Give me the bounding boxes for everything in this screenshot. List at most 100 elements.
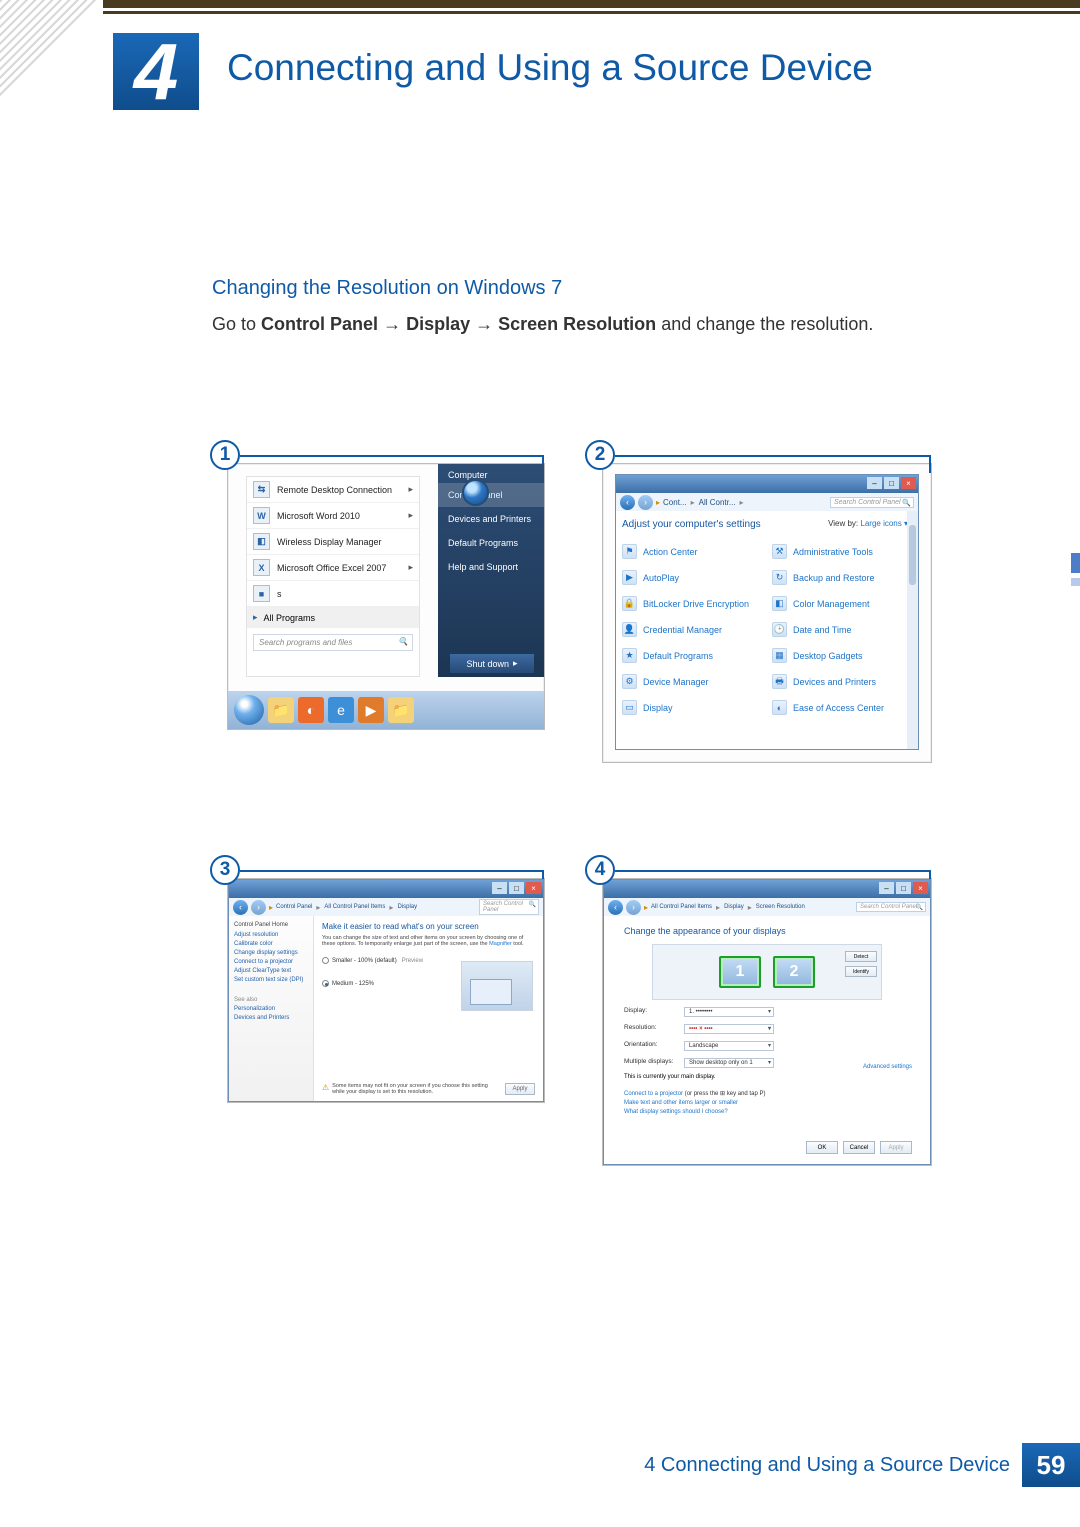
start-menu-item[interactable]: WMicrosoft Word 2010▸ (247, 503, 419, 529)
control-panel-item[interactable]: ▶AutoPlay (622, 570, 762, 585)
taskbar-shield-icon[interactable]: ▶ (358, 697, 384, 723)
start-right-item[interactable]: Control Panel (438, 483, 544, 507)
control-panel-item[interactable]: ▦Desktop Gadgets (772, 648, 912, 663)
control-panel-item[interactable]: 🖶Devices and Printers (772, 674, 912, 689)
see-also-header: See also (234, 997, 308, 1003)
address-search-input[interactable]: Search Control Panel 🔍 (479, 899, 539, 915)
display-dropdown[interactable]: 1. •••••••• (684, 1007, 774, 1017)
cp-item-icon: ▦ (772, 648, 787, 663)
minimize-button[interactable]: – (492, 882, 507, 894)
nav-fwd-icon[interactable]: › (638, 495, 653, 510)
magnifier-link[interactable]: Magnifier (489, 941, 512, 947)
start-menu-item[interactable]: ◧Wireless Display Manager (247, 529, 419, 555)
control-panel-item[interactable]: ◐Ease of Access Center (772, 700, 912, 715)
ok-button[interactable]: OK (806, 1141, 838, 1154)
display-sidebar-link[interactable]: Connect to a projector (234, 959, 308, 965)
advanced-settings-link[interactable]: Advanced settings (863, 1064, 912, 1070)
multiple-displays-dropdown[interactable]: Show desktop only on 1 (684, 1058, 774, 1068)
start-right-header[interactable]: Computer (438, 464, 544, 483)
control-panel-item[interactable]: ▭Display (622, 700, 762, 715)
page-guide-mark (1071, 553, 1080, 573)
nav-back-icon[interactable]: ‹ (620, 495, 635, 510)
nav-back-icon[interactable]: ‹ (608, 900, 623, 915)
display-sidebar-link[interactable]: Calibrate color (234, 941, 308, 947)
screenshot-panel-3: 3 – □ × ‹ › ▸ Control Panel▸ All Control… (227, 878, 545, 1103)
nav-back-icon[interactable]: ‹ (233, 900, 248, 915)
control-panel-item[interactable]: ⚑Action Center (622, 544, 762, 559)
display-sidebar-link[interactable]: Adjust resolution (234, 932, 308, 938)
minimize-button[interactable]: – (879, 882, 894, 894)
control-panel-item[interactable]: ⚙Device Manager (622, 674, 762, 689)
orientation-dropdown[interactable]: Landscape (684, 1041, 774, 1051)
close-button[interactable]: × (901, 477, 916, 489)
control-panel-item[interactable]: ⚒Administrative Tools (772, 544, 912, 559)
minimize-button[interactable]: – (867, 477, 882, 489)
search-icon: 🔍 (916, 904, 923, 911)
detect-button[interactable]: Detect (845, 951, 877, 962)
breadcrumb[interactable]: All Contr... (699, 498, 736, 507)
nav-fwd-icon[interactable]: › (626, 900, 641, 915)
instruction-step-1: Control Panel (261, 314, 378, 334)
display-sidebar-link[interactable]: Adjust ClearType text (234, 968, 308, 974)
view-by-dropdown[interactable]: Large icons ▾ (860, 519, 908, 528)
resolution-field: Resolution: •••• × •••• (624, 1024, 910, 1034)
start-right-item[interactable]: Default Programs (438, 531, 544, 555)
breadcrumb[interactable]: Display (397, 904, 417, 910)
breadcrumb[interactable]: All Control Panel Items (324, 904, 385, 910)
nav-fwd-icon[interactable]: › (251, 900, 266, 915)
scrollbar[interactable] (907, 511, 918, 749)
maximize-button[interactable]: □ (896, 882, 911, 894)
maximize-button[interactable]: □ (509, 882, 524, 894)
cp-item-label: Ease of Access Center (793, 703, 884, 713)
breadcrumb[interactable]: All Control Panel Items (651, 904, 712, 910)
breadcrumb[interactable]: Display (724, 904, 744, 910)
address-search-input[interactable]: Search Control Panel 🔍 (856, 902, 926, 912)
close-button[interactable]: × (913, 882, 928, 894)
display-sidebar-link[interactable]: Set custom text size (DPI) (234, 977, 308, 983)
taskbar-folder-icon[interactable]: 📁 (388, 697, 414, 723)
screen-resolution-body: Change the appearance of your displays 1… (604, 916, 930, 1164)
all-programs[interactable]: ▸All Programs (247, 607, 419, 628)
control-panel-item[interactable]: ↻Backup and Restore (772, 570, 912, 585)
close-button[interactable]: × (526, 882, 541, 894)
start-menu-item[interactable]: ■s (247, 581, 419, 607)
start-menu-item[interactable]: XMicrosoft Office Excel 2007▸ (247, 555, 419, 581)
maximize-button[interactable]: □ (884, 477, 899, 489)
apply-button[interactable]: Apply (505, 1083, 535, 1095)
address-search-input[interactable]: Search Control Panel 🔍 (830, 497, 914, 508)
taskbar-explorer-icon[interactable]: 📁 (268, 697, 294, 723)
control-panel-item[interactable]: ★Default Programs (622, 648, 762, 663)
start-right-item[interactable]: Devices and Printers (438, 507, 544, 531)
titlebar-4: – □ × (604, 880, 930, 898)
control-panel-item[interactable]: 🔒BitLocker Drive Encryption (622, 596, 762, 611)
start-item-label: Microsoft Office Excel 2007 (277, 563, 386, 573)
resolution-dropdown[interactable]: •••• × •••• (684, 1024, 774, 1034)
breadcrumb[interactable]: Cont... (663, 498, 687, 507)
see-also-link[interactable]: Personalization (234, 1006, 308, 1012)
cancel-button[interactable]: Cancel (843, 1141, 875, 1154)
identify-button[interactable]: Identify (845, 966, 877, 977)
instruction-text: Go to Control Panel → Display → Screen R… (212, 314, 960, 335)
monitor-2-icon[interactable]: 2 (773, 956, 815, 988)
monitor-1-icon[interactable]: 1 (719, 956, 761, 988)
taskbar-ie-icon[interactable]: e (328, 697, 354, 723)
projector-link[interactable]: Connect to a projector (or press the ⊞ k… (624, 1090, 910, 1097)
shutdown-button[interactable]: Shut down▸ (450, 654, 534, 673)
display-sidebar-link[interactable]: Change display settings (234, 950, 308, 956)
view-by-value: Large icons (860, 519, 901, 528)
display-help-link[interactable]: What display settings should I choose? (624, 1109, 910, 1115)
titlebar-3: – □ × (229, 880, 543, 898)
breadcrumb[interactable]: Screen Resolution (756, 904, 805, 910)
see-also-link[interactable]: Devices and Printers (234, 1015, 308, 1021)
control-panel-item[interactable]: 👤Credential Manager (622, 622, 762, 637)
control-panel-item[interactable]: 🕒Date and Time (772, 622, 912, 637)
start-right-item[interactable]: Help and Support (438, 555, 544, 579)
start-search-input[interactable]: Search programs and files 🔍 (253, 634, 413, 651)
start-menu-item[interactable]: ⇆Remote Desktop Connection▸ (247, 477, 419, 503)
breadcrumb[interactable]: Control Panel (276, 904, 312, 910)
text-size-link[interactable]: Make text and other items larger or smal… (624, 1100, 910, 1106)
control-panel-item[interactable]: ◧Color Management (772, 596, 912, 611)
apply-button[interactable]: Apply (880, 1141, 912, 1154)
start-orb-icon[interactable] (234, 695, 264, 725)
taskbar-media-icon[interactable]: ◐ (298, 697, 324, 723)
